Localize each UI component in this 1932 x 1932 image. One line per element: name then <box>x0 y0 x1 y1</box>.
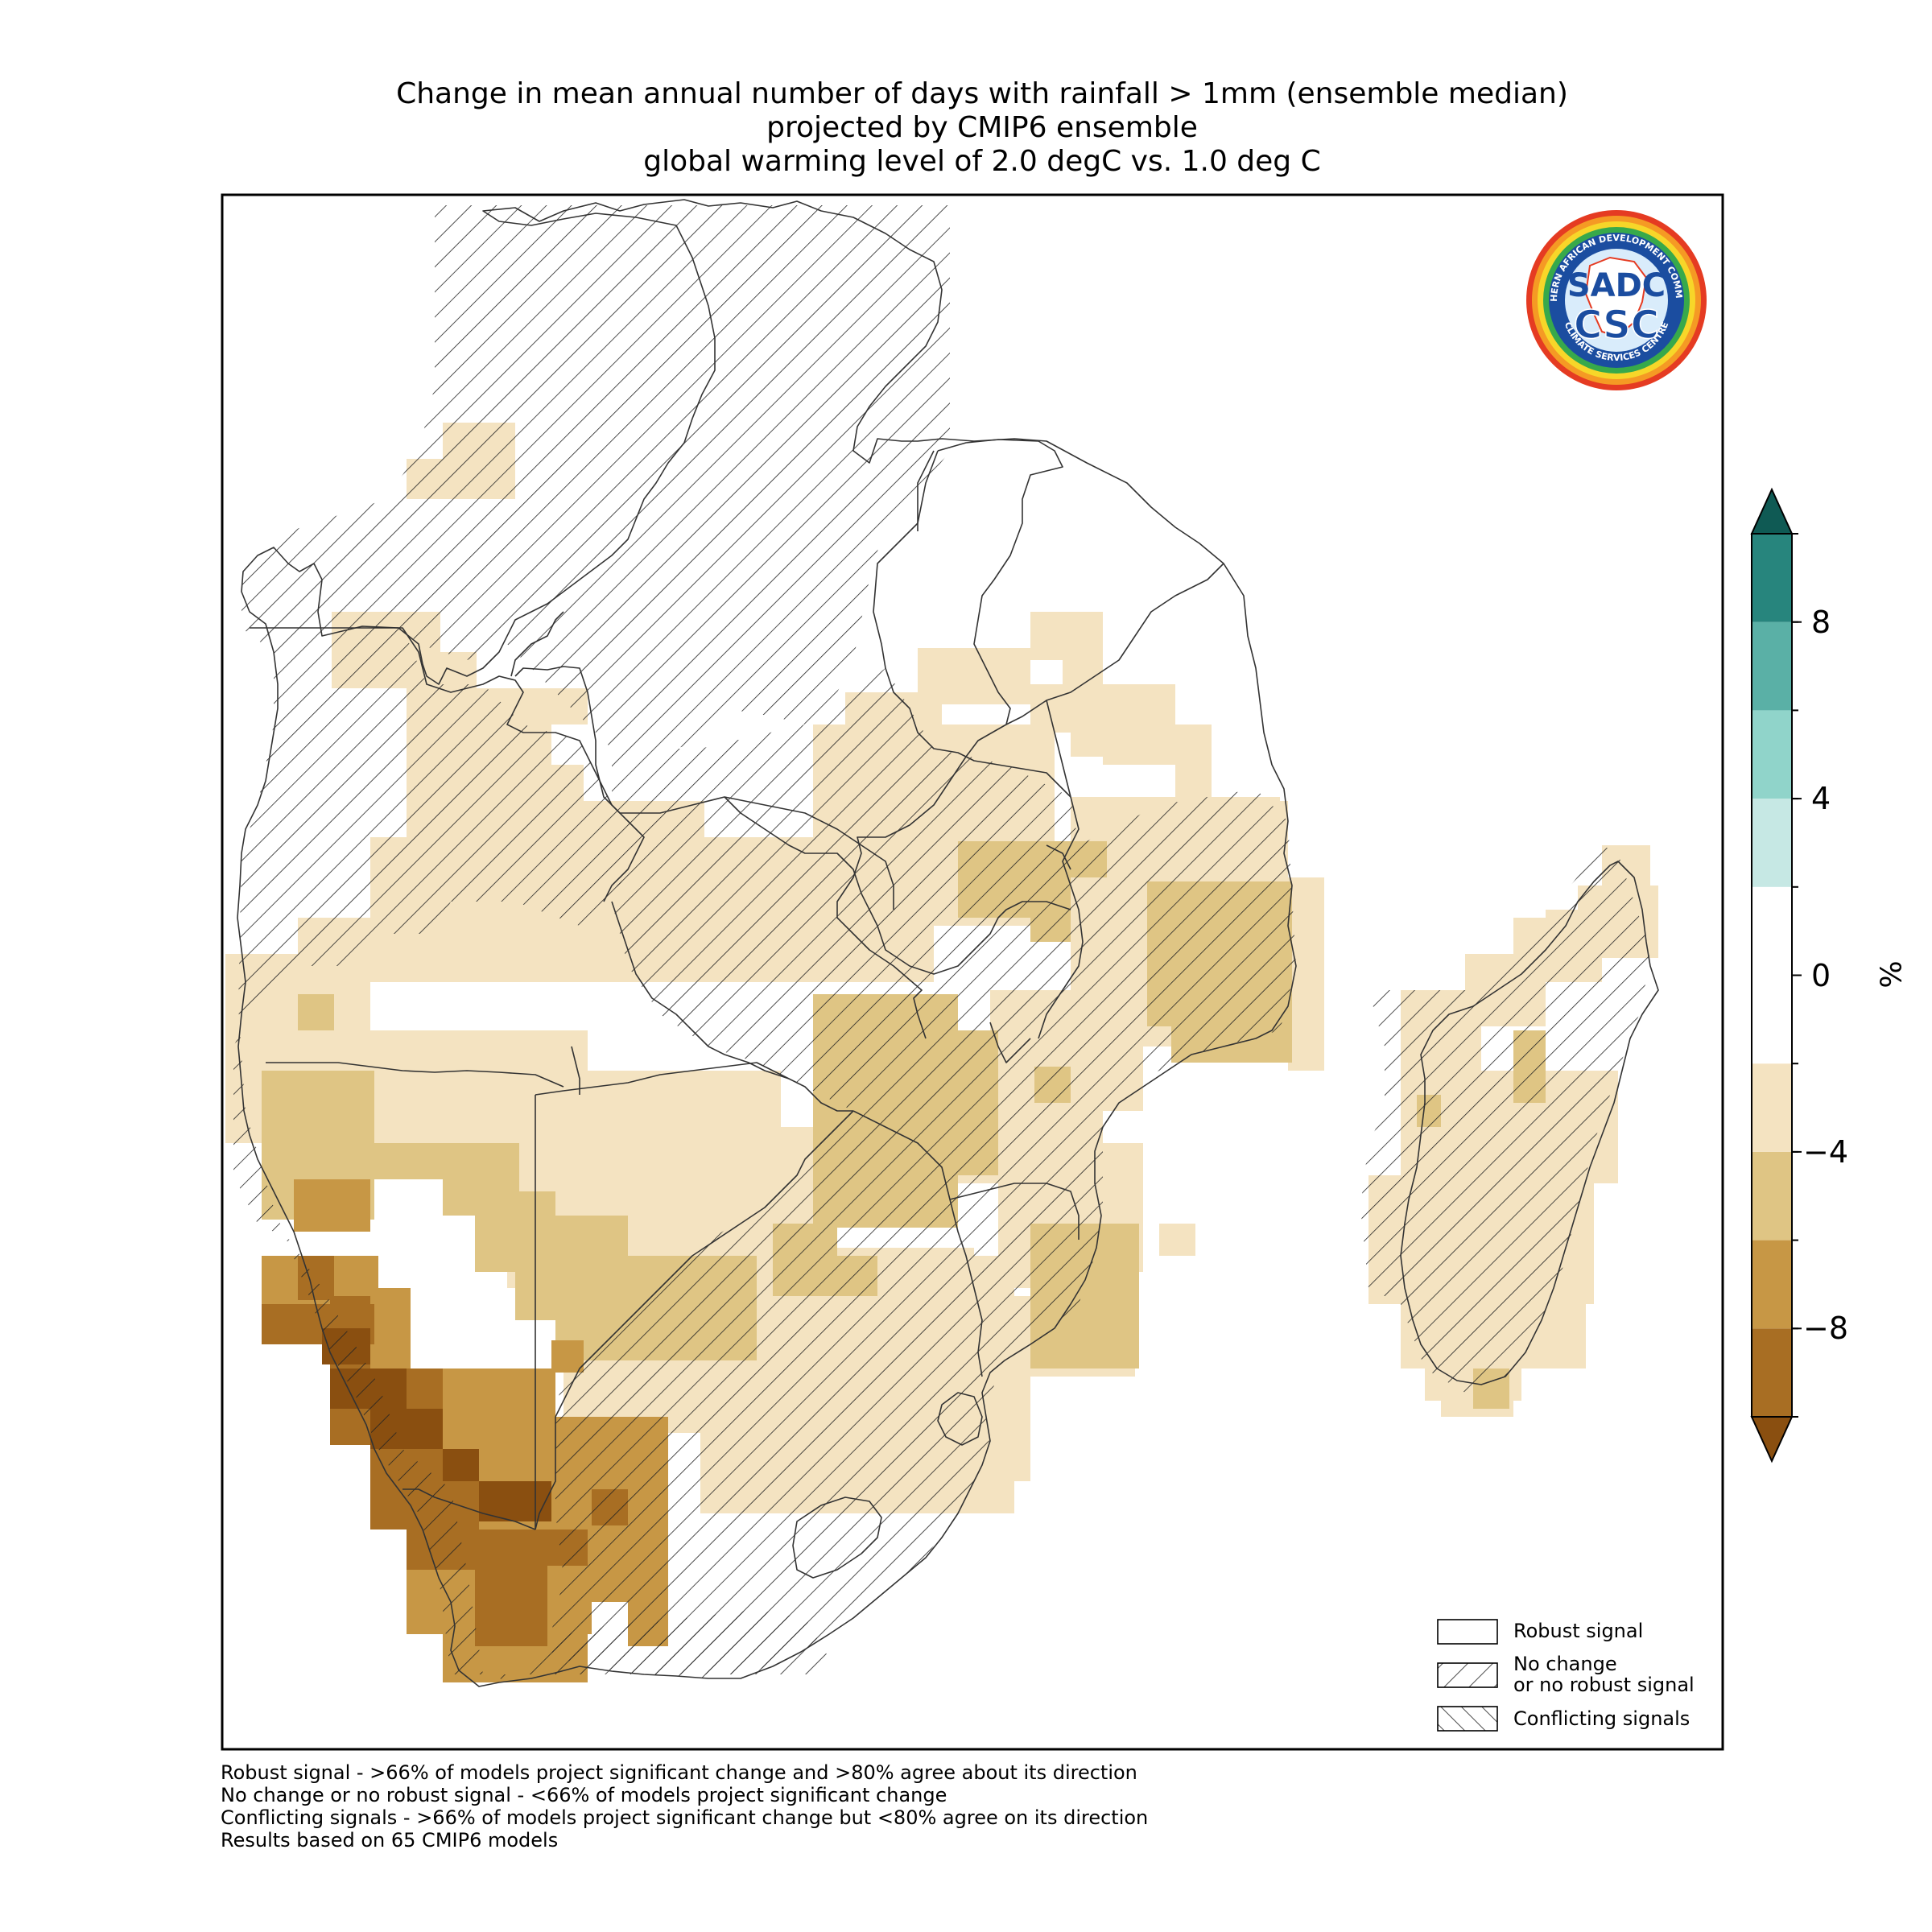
colorbar-segment <box>1752 534 1792 622</box>
title-line-3: global warming level of 2.0 degC vs. 1.0… <box>643 145 1321 178</box>
border-line <box>611 901 853 1112</box>
map-title: Change in mean annual number of days wit… <box>217 77 1747 179</box>
legend-swatch-robust <box>1437 1619 1498 1645</box>
colorbar-segment <box>1752 710 1792 799</box>
colorbar-segment <box>1752 1328 1792 1417</box>
lesotho-border <box>792 1496 882 1579</box>
map-area <box>225 199 1659 1687</box>
border-line <box>535 1417 556 1530</box>
hatch-madagascar <box>1360 845 1650 1393</box>
colorbar-tick-label: 0 <box>1811 957 1831 993</box>
border-line <box>852 1110 983 1377</box>
colorbar-segment <box>1752 886 1792 1064</box>
colorbar-extend-under <box>1750 1416 1794 1463</box>
border-line <box>949 1183 1080 1240</box>
grid-cell <box>1159 1224 1195 1256</box>
border-line <box>937 439 1063 725</box>
border-line <box>266 1062 564 1088</box>
grid-cell <box>1103 724 1212 765</box>
colorbar-tick-label: −4 <box>1803 1133 1849 1170</box>
border-line <box>510 611 564 677</box>
legend-label-nochange-2: or no robust signal <box>1513 1674 1695 1696</box>
logo-text-sadc: SADC <box>1567 267 1666 304</box>
border-line <box>989 1022 1031 1063</box>
border-line <box>535 1062 790 1096</box>
change-cells <box>225 205 1658 1682</box>
grid-cell <box>918 648 1030 704</box>
border-line <box>836 563 1224 1039</box>
grid-cell <box>330 1143 443 1179</box>
border-line <box>1038 700 1084 1039</box>
footnote-nochange: No change or no robust signal - <66% of … <box>221 1784 947 1806</box>
footnote-conflicting: Conflicting signals - >66% of models pro… <box>221 1806 1149 1829</box>
colorbar-segment <box>1752 1063 1792 1152</box>
border-line <box>514 666 894 910</box>
border-line <box>571 1046 580 1095</box>
grid-cell <box>294 1179 370 1232</box>
colorbar-tick-label: 8 <box>1811 604 1831 640</box>
hatch-nochange-region <box>547 668 1296 1678</box>
footnotes: Robust signal - >66% of models project s… <box>221 1761 1148 1852</box>
grid-cell <box>1063 612 1103 692</box>
footnote-robust: Robust signal - >66% of models project s… <box>221 1761 1137 1784</box>
border-line <box>250 627 645 902</box>
border-line <box>555 1110 854 1418</box>
legend-swatch-nochange <box>1437 1662 1498 1688</box>
eswatini-border <box>937 1392 983 1446</box>
border-line <box>1046 844 1071 870</box>
grid-cell <box>443 1449 479 1481</box>
country-borders <box>237 199 1297 1687</box>
legend-label-nochange-1: No change <box>1513 1653 1617 1675</box>
grid-cell <box>298 994 334 1030</box>
border-line <box>917 450 935 531</box>
hatch-nochange-region <box>242 205 950 749</box>
grid-cell <box>475 1562 547 1646</box>
colorbar-tick-label: −8 <box>1803 1311 1849 1347</box>
grid-cell <box>1030 612 1067 648</box>
colorbar-tick-label: 4 <box>1811 781 1831 817</box>
legend-label-robust: Robust signal <box>1513 1620 1644 1642</box>
logo-text-csc: CSC <box>1574 303 1659 348</box>
border-line <box>402 1488 536 1530</box>
colorbar-segment <box>1752 1151 1792 1241</box>
title-line-1: Change in mean annual number of days wit… <box>396 77 1568 110</box>
legend-label-conflicting: Conflicting signals <box>1513 1707 1690 1730</box>
title-line-2: projected by CMIP6 ensemble <box>766 111 1198 144</box>
hatch-nochange-region <box>233 628 829 1682</box>
colorbar-extend-over <box>1750 487 1794 535</box>
border-line <box>873 450 1071 798</box>
colorbar-unit-label: % <box>1872 960 1906 989</box>
colorbar <box>1750 487 1802 1463</box>
colorbar-segment <box>1752 621 1792 711</box>
coastline-madagascar <box>1400 861 1659 1385</box>
legend-swatch-conflicting <box>1437 1706 1498 1732</box>
colorbar-segment <box>1752 799 1792 887</box>
colorbar-segment <box>1752 1240 1792 1329</box>
border-line <box>724 796 1071 975</box>
legend <box>1437 1619 1498 1732</box>
footnote-models: Results based on 65 CMIP6 models <box>221 1829 559 1852</box>
